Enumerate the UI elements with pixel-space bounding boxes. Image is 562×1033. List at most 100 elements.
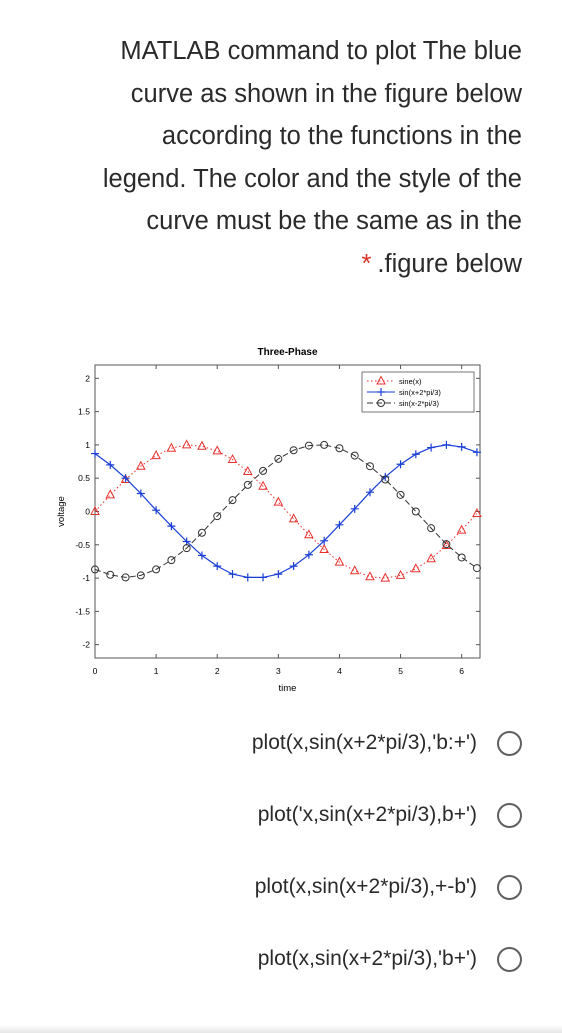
x-tick-label: 4 [337, 666, 342, 676]
data-point [350, 451, 359, 460]
option-label: plot(x,sin(x+2*pi/3),'b+') [257, 947, 477, 970]
data-point [304, 441, 313, 450]
data-point [319, 543, 329, 553]
question-line: legend. The color and the style of the [102, 164, 522, 193]
data-point [395, 569, 406, 579]
data-point [182, 544, 191, 553]
data-point [442, 540, 451, 549]
data-point [366, 462, 374, 471]
y-tick-label: -1.5 [75, 606, 90, 616]
data-point [243, 573, 252, 582]
series-2 [91, 440, 481, 582]
data-point [152, 506, 161, 515]
data-point [121, 573, 130, 582]
data-point [288, 513, 299, 523]
data-point [335, 520, 344, 529]
legend-marker [377, 388, 385, 396]
data-point [121, 474, 130, 483]
radio-button[interactable] [497, 874, 522, 900]
radio-button[interactable] [497, 730, 522, 756]
data-point [259, 573, 268, 582]
data-point [441, 539, 452, 549]
data-point [243, 480, 252, 489]
data-point [213, 562, 222, 571]
x-axis-label: time [279, 683, 297, 694]
data-point [457, 442, 466, 451]
y-tick-label: -1 [82, 573, 90, 583]
x-tick-label: 6 [459, 666, 464, 676]
data-point [273, 496, 284, 506]
option-3[interactable]: plot(x,sin(x+2*pi/3),+-b') [255, 862, 522, 912]
data-point [227, 453, 238, 464]
legend-marker [376, 375, 386, 385]
data-point [411, 507, 420, 516]
option-2[interactable]: plot('x,sin(x+2*pi/3),b+') [258, 790, 522, 840]
question-line: MATLAB command to plot The blue [120, 37, 522, 65]
data-point [136, 489, 145, 498]
y-tick-label: 2 [85, 373, 90, 383]
x-tick-label: 3 [276, 666, 281, 676]
data-point [411, 563, 421, 573]
data-point [426, 553, 436, 563]
data-point [136, 460, 146, 470]
data-point [151, 450, 161, 460]
data-point [456, 524, 467, 534]
option-label: plot(x,sin(x+2*pi/3),'b:+') [251, 731, 477, 754]
data-point [411, 450, 420, 459]
data-point [274, 570, 283, 579]
data-point [91, 565, 99, 574]
x-tick-label: 1 [154, 666, 159, 676]
data-point [242, 465, 253, 476]
required-asterisk: * [361, 249, 372, 278]
series-line [94, 444, 478, 578]
data-point [105, 489, 116, 499]
question-line: according to the functions in the [161, 122, 522, 150]
data-point [380, 572, 391, 582]
data-point [472, 448, 481, 457]
matlab-figure: Three-Phase time voltage 0 1 2 3 4 5 6 2 1.5 1 0.5 0 -0… [50, 338, 510, 713]
data-point [472, 564, 481, 573]
data-point [304, 550, 313, 559]
data-point [106, 460, 115, 469]
data-point [427, 524, 436, 533]
option-label: plot('x,sin(x+2*pi/3),b+') [257, 803, 477, 826]
data-point [258, 480, 268, 490]
legend-label: sine(x) [399, 377, 422, 386]
y-tick-label: 0 [85, 507, 90, 517]
bottom-edge [0, 1025, 562, 1033]
data-point [166, 442, 177, 452]
data-point [350, 504, 359, 513]
data-point [212, 445, 223, 455]
series-1 [90, 439, 482, 582]
radio-button[interactable] [497, 802, 522, 828]
question-last-line: * .figure below [30, 243, 522, 286]
data-point [472, 507, 482, 517]
option-1[interactable]: plot(x,sin(x+2*pi/3),'b:+') [252, 718, 522, 768]
three-phase-chart: Three-Phase time voltage 0 1 2 3 4 5 6 2 1.5 1 0.5 0 -0… [56, 347, 482, 694]
data-point [366, 488, 374, 497]
question-line: curve must be the same as in the [146, 207, 522, 235]
data-point [228, 570, 237, 579]
data-point [152, 565, 161, 574]
data-point [197, 440, 207, 450]
data-point [274, 454, 283, 463]
question-line: .figure below [377, 249, 522, 278]
data-point [167, 556, 176, 565]
data-point [106, 570, 115, 579]
y-axis-label: voltage [56, 496, 67, 527]
y-tick-label: 1 [85, 440, 90, 450]
data-point [427, 443, 436, 452]
data-point [289, 446, 298, 455]
radio-button[interactable] [497, 946, 522, 972]
x-tick-label: 5 [398, 666, 403, 676]
option-label: plot(x,sin(x+2*pi/3),+-b') [254, 875, 477, 898]
chart-title: Three-Phase [257, 347, 317, 358]
data-point [167, 522, 176, 531]
data-point [334, 556, 345, 566]
data-point [213, 512, 222, 521]
data-point [228, 496, 237, 505]
option-4[interactable]: plot(x,sin(x+2*pi/3),'b+') [258, 934, 522, 984]
data-point [442, 440, 451, 449]
data-point [136, 571, 145, 580]
data-point [349, 565, 360, 575]
